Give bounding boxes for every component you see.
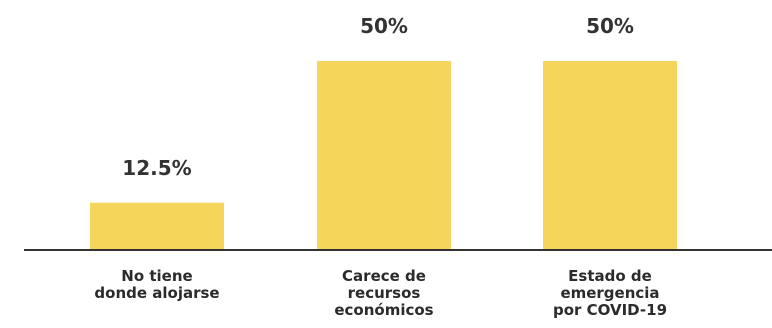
bar-3 <box>543 61 677 250</box>
value-label-3: 50% <box>586 14 634 38</box>
category-label-1-line-2: donde alojarse <box>94 284 219 302</box>
category-label-2-line-3: económicos <box>334 301 433 319</box>
bars-group <box>90 61 677 250</box>
category-label-1-line-1: No tiene <box>121 267 192 285</box>
category-label-2-line-1: Carece de <box>342 267 426 285</box>
category-label-2: Carece de recursos económicos <box>334 267 433 319</box>
bar-1 <box>90 202 224 250</box>
bar-2 <box>317 61 451 250</box>
category-label-3-line-2: emergencia <box>560 284 659 302</box>
category-label-3-line-1: Estado de <box>568 267 652 285</box>
value-label-1: 12.5% <box>122 156 191 180</box>
category-label-3-line-3: por COVID-19 <box>553 301 667 319</box>
category-label-2-line-2: recursos <box>348 284 421 302</box>
category-label-1: No tiene donde alojarse <box>94 267 219 302</box>
value-labels-group: 12.5% 50% 50% <box>122 14 634 180</box>
value-label-2: 50% <box>360 14 408 38</box>
category-label-3: Estado de emergencia por COVID-19 <box>553 267 667 319</box>
